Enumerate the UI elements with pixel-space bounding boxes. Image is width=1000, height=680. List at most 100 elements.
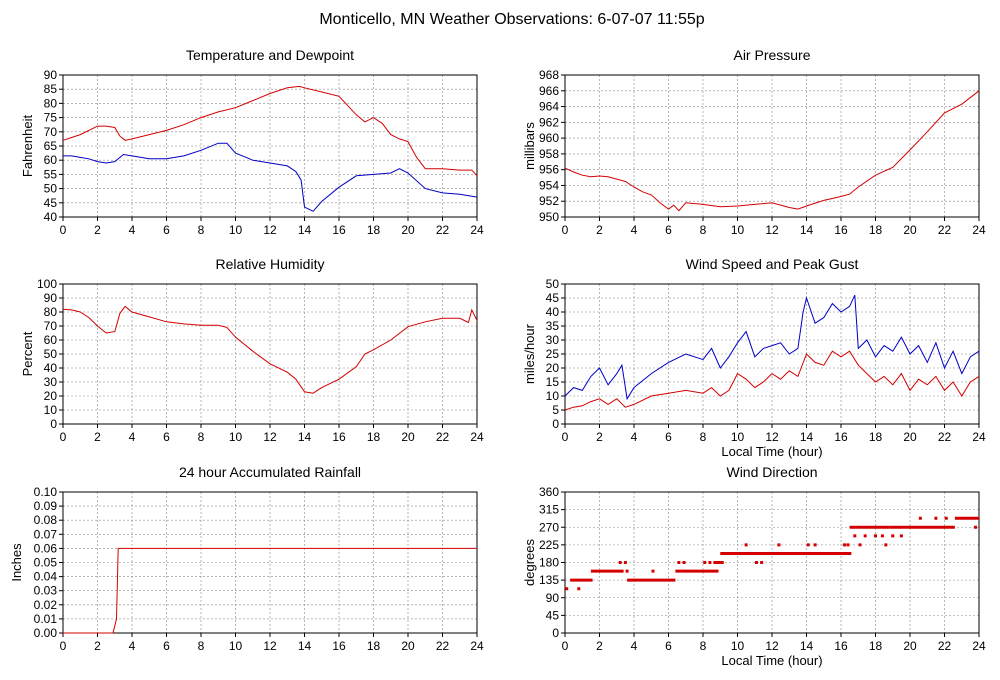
y-tick-label: 45 <box>546 608 560 622</box>
x-tick-label: 12 <box>765 430 779 444</box>
x-tick-label: 0 <box>60 430 67 444</box>
direction-title: Wind Direction <box>726 464 817 480</box>
x-tick-label: 20 <box>903 223 917 237</box>
y-tick-label: 315 <box>539 503 559 517</box>
direction-point <box>842 543 846 547</box>
x-tick-label: 12 <box>263 639 277 653</box>
y-tick-label: 50 <box>44 347 58 361</box>
x-tick-label: 16 <box>332 639 346 653</box>
x-tick-label: 4 <box>631 430 638 444</box>
y-tick-label: 10 <box>546 389 560 403</box>
x-tick-label: 16 <box>332 223 346 237</box>
x-tick-label: 2 <box>596 430 603 444</box>
x-tick-label: 14 <box>298 223 312 237</box>
y-tick-label: 960 <box>539 131 559 145</box>
y-tick-label: 90 <box>44 68 58 82</box>
x-tick-label: 20 <box>401 430 415 444</box>
x-tick-label: 0 <box>60 639 67 653</box>
x-tick-label: 4 <box>631 223 638 237</box>
x-tick-label: 4 <box>631 639 638 653</box>
wind-series-red-line <box>564 350 980 411</box>
x-tick-label: 12 <box>263 223 277 237</box>
x-tick-label: 18 <box>869 223 883 237</box>
y-tick-label: 950 <box>539 210 559 224</box>
x-tick-label: 16 <box>834 223 848 237</box>
wind-series-blue-line <box>564 294 980 401</box>
x-tick-label: 22 <box>436 639 450 653</box>
y-tick-label: 70 <box>44 125 58 139</box>
x-tick-label: 10 <box>731 430 745 444</box>
direction-point <box>777 543 781 547</box>
x-tick-label: 6 <box>665 639 672 653</box>
y-tick-label: 15 <box>546 375 560 389</box>
wind-title: Wind Speed and Peak Gust <box>686 256 859 272</box>
x-tick-label: 16 <box>332 430 346 444</box>
y-tick-label: 60 <box>44 333 58 347</box>
direction-point <box>618 561 622 564</box>
y-tick-label: 50 <box>44 182 58 196</box>
y-tick-label: 966 <box>539 84 559 98</box>
x-tick-label: 6 <box>665 430 672 444</box>
y-tick-label: 45 <box>546 291 560 305</box>
direction-point <box>682 561 686 564</box>
y-tick-label: 225 <box>539 538 559 552</box>
x-tick-label: 6 <box>163 430 170 444</box>
temp-title: Temperature and Dewpoint <box>186 47 354 63</box>
x-tick-label: 18 <box>869 430 883 444</box>
x-tick-label: 8 <box>198 430 205 444</box>
direction-point <box>934 516 938 520</box>
y-tick-label: 0.10 <box>34 485 58 499</box>
x-tick-label: 18 <box>367 430 381 444</box>
humidity-grid <box>62 283 478 425</box>
direction-point <box>863 534 867 538</box>
x-tick-label: 6 <box>163 223 170 237</box>
x-tick-label: 6 <box>163 639 170 653</box>
direction-point <box>754 561 758 564</box>
pressure-title: Air Pressure <box>733 47 810 63</box>
y-tick-label: 0.04 <box>34 570 58 584</box>
y-tick-label: 0.01 <box>34 612 58 626</box>
wind-x-axis-label: Local Time (hour) <box>721 444 822 459</box>
y-tick-label: 20 <box>546 361 560 375</box>
direction-point <box>806 543 810 547</box>
pressure-y-axis-label: millibars <box>522 122 537 170</box>
x-tick-label: 2 <box>596 639 603 653</box>
y-tick-label: 0.07 <box>34 527 58 541</box>
humidity-y-axis-label: Percent <box>20 331 35 376</box>
direction-point <box>623 561 627 564</box>
wind-grid <box>564 283 980 425</box>
y-tick-label: 80 <box>44 96 58 110</box>
x-tick-label: 2 <box>94 639 101 653</box>
x-tick-label: 18 <box>367 223 381 237</box>
x-tick-label: 20 <box>401 639 415 653</box>
y-tick-label: 956 <box>539 163 559 177</box>
humidity-title: Relative Humidity <box>216 256 325 272</box>
direction-point <box>880 534 884 538</box>
y-tick-label: 962 <box>539 115 559 129</box>
direction-point <box>577 587 581 591</box>
y-tick-label: 50 <box>546 277 560 291</box>
x-tick-label: 24 <box>470 223 484 237</box>
rain-title: 24 hour Accumulated Rainfall <box>179 464 361 480</box>
y-tick-label: 60 <box>44 153 58 167</box>
y-tick-label: 0.06 <box>34 541 58 555</box>
x-tick-label: 14 <box>298 639 312 653</box>
direction-grid <box>564 491 980 634</box>
y-tick-label: 70 <box>44 319 58 333</box>
x-tick-label: 0 <box>562 639 569 653</box>
temp-y-axis-label: Fahrenheit <box>20 115 35 178</box>
y-tick-label: 0 <box>50 417 57 431</box>
y-tick-label: 45 <box>44 196 58 210</box>
y-tick-label: 964 <box>539 100 559 114</box>
x-tick-label: 4 <box>129 430 136 444</box>
wind-y-axis-label: miles/hour <box>522 323 537 384</box>
y-tick-label: 55 <box>44 167 58 181</box>
x-tick-label: 22 <box>436 223 450 237</box>
y-tick-label: 10 <box>44 403 58 417</box>
y-tick-label: 0.02 <box>34 598 58 612</box>
x-tick-label: 24 <box>972 639 986 653</box>
x-tick-label: 16 <box>834 639 848 653</box>
y-tick-label: 954 <box>539 178 559 192</box>
